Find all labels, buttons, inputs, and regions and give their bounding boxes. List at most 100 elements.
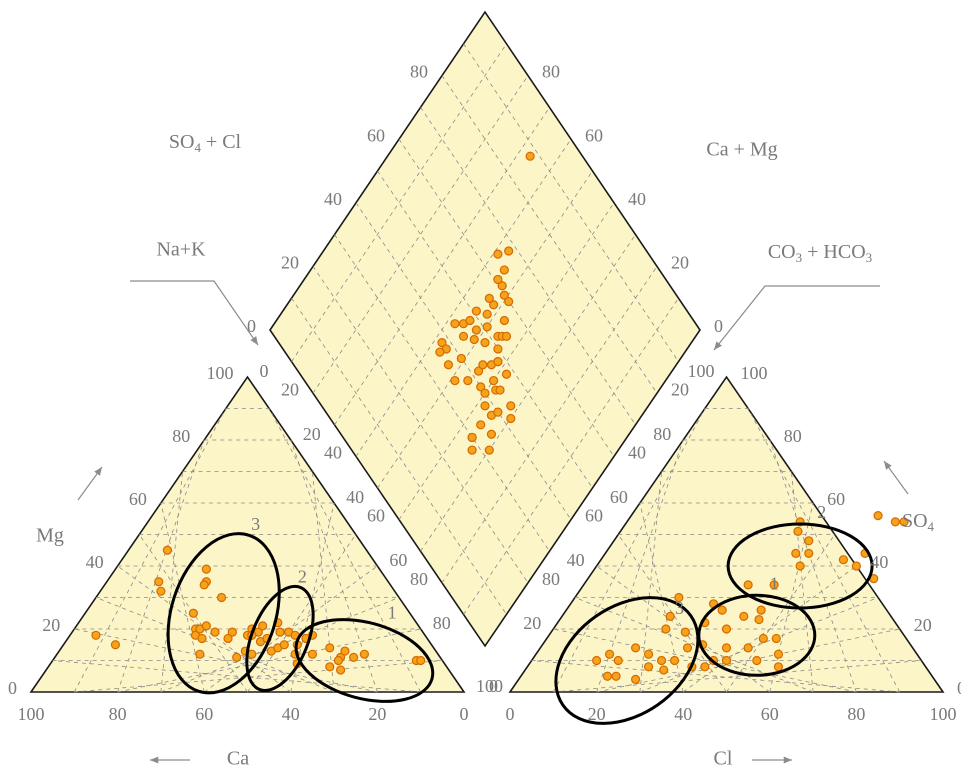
anion-sample-point — [602, 671, 613, 681]
diamond-sample-point — [482, 322, 492, 332]
cation-group-3-outline — [166, 532, 281, 695]
diamond-sample-point — [450, 375, 460, 386]
anion-sample-point — [613, 655, 623, 666]
co3-tick-label: 0 — [489, 676, 498, 696]
co3-tick-label: 60 — [610, 487, 628, 507]
mg-axis-label: Mg — [36, 525, 64, 547]
so4-tick-label: 40 — [870, 552, 888, 572]
diamond-sample-point — [476, 420, 486, 430]
nak-tick-label: 60 — [389, 550, 407, 570]
anion-sample-point — [680, 627, 690, 637]
cl-tick-label: 80 — [847, 704, 865, 724]
anion-sample-point — [643, 649, 654, 659]
diamond-left-lower-tick: 40 — [324, 443, 342, 463]
anion-sample-point — [791, 548, 801, 559]
diamond-sample-point — [501, 369, 512, 379]
diamond-sample-point — [497, 281, 507, 291]
diamond-left-upper-tick: 80 — [410, 62, 428, 82]
cation-sample-point — [232, 652, 242, 662]
cation-sample-point — [348, 652, 359, 662]
diamond-sample-point — [501, 331, 512, 341]
cation-grid-line — [268, 408, 422, 693]
anion-grid-line — [747, 408, 901, 693]
anion-sample-point — [754, 614, 764, 625]
anion-sample-point — [659, 665, 669, 675]
cation-sample-point — [201, 564, 211, 574]
co3-hco3-arrow — [713, 285, 880, 351]
anion-sample-point — [739, 611, 749, 622]
diamond-left-upper-tick: 40 — [324, 189, 342, 209]
ca-tick-label: 80 — [109, 704, 127, 724]
diamond-right-lower-tick: 20 — [671, 379, 689, 399]
diamond-right-upper-tick: 20 — [671, 253, 689, 273]
cation-sample-point — [333, 655, 344, 666]
diamond-sample-point — [493, 274, 503, 285]
mg-arrow — [77, 466, 103, 501]
cation-grid-line — [74, 628, 378, 693]
anion-sample-point — [604, 649, 615, 659]
diamond-sample-point — [435, 347, 445, 357]
diamond-sample-point — [493, 357, 503, 367]
anion-sample-point — [769, 580, 779, 590]
cation-sample-point — [307, 649, 318, 659]
cation-sample-point — [201, 621, 211, 631]
anion-sample-point — [721, 643, 732, 653]
nak-tick-label: 20 — [303, 424, 321, 444]
diamond-right-lower-tick: 80 — [542, 569, 560, 589]
cation-group-1-label: 1 — [388, 602, 397, 622]
ca-axis-label: Ca — [227, 748, 249, 770]
cl-tick-label: 0 — [506, 704, 515, 724]
diamond-right-upper-tick: 60 — [585, 125, 603, 145]
anion-group-3-outline — [554, 596, 700, 725]
cation-sample-point — [416, 655, 426, 666]
diamond-sample-point — [493, 249, 503, 259]
anion-sample-point — [743, 643, 753, 653]
anion-sample-point — [795, 561, 805, 571]
anion-grid-line — [769, 502, 814, 693]
so4-tick-label: 100 — [741, 363, 768, 383]
diamond-sample-point — [467, 432, 477, 443]
anion-grid-line — [531, 660, 900, 693]
cation-sample-point — [188, 608, 198, 618]
mg-tick-label: 40 — [86, 552, 104, 572]
nak-axis-label: Na+K — [156, 239, 206, 261]
co3-hco3-axis-label: CO3 + HCO3 — [768, 241, 872, 265]
diamond-sample-point — [493, 344, 503, 354]
cation-sample-point — [325, 643, 335, 653]
anion-sample-point — [669, 655, 680, 666]
cation-sample-point — [162, 545, 172, 555]
mg-tick-label: 0 — [8, 678, 17, 698]
cation-sample-point — [195, 649, 205, 659]
cation-sample-point — [359, 649, 370, 659]
diamond-sample-point — [493, 407, 503, 417]
anion-grid-line — [552, 408, 706, 693]
nak-tick-label: 0 — [260, 361, 269, 381]
anion-grid-line — [596, 628, 900, 693]
diamond-right-upper-tick: 80 — [542, 62, 560, 82]
diamond-sample-point — [489, 300, 499, 310]
diamond-sample-point — [506, 413, 516, 424]
anion-sample-point — [899, 517, 909, 527]
ca-tick-label: 40 — [282, 704, 300, 724]
anion-sample-point — [682, 643, 693, 653]
nak-tick-label: 40 — [346, 487, 364, 507]
diamond-sample-point — [506, 401, 516, 411]
cation-sample-point — [110, 640, 121, 650]
cation-sample-point — [335, 665, 346, 675]
anion-sample-point — [743, 580, 753, 590]
so4-tick-label: 20 — [914, 615, 932, 635]
anion-sample-point — [611, 671, 621, 681]
so4-tick-label: 0 — [957, 678, 961, 698]
diamond-sample-point — [456, 353, 466, 364]
diamond-right-upper-tick: 0 — [714, 316, 723, 336]
diamond-sample-point — [467, 445, 477, 455]
cation-sample-point — [258, 621, 268, 631]
cation-sample-point — [340, 646, 350, 656]
co3-tick-label: 20 — [523, 613, 541, 633]
ca-tick-label: 20 — [368, 704, 386, 724]
so4-axis-label: SO4 — [902, 510, 935, 534]
cation-sample-point — [216, 592, 227, 603]
cation-group-2-outline — [245, 584, 315, 693]
anion-grid-line — [574, 597, 814, 693]
